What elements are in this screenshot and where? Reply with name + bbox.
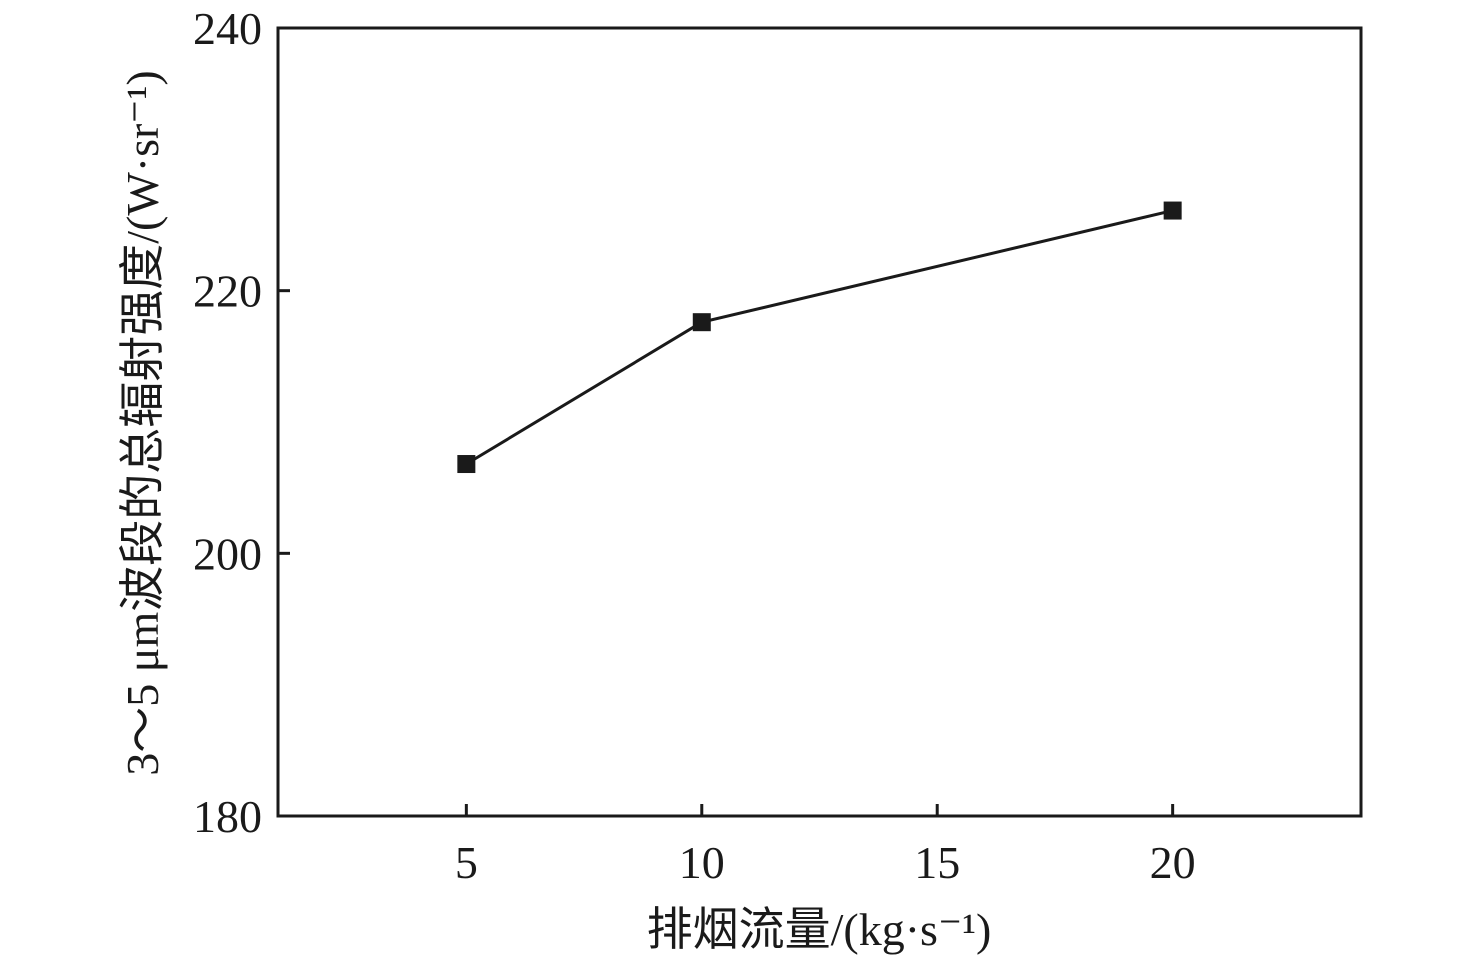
y-tick-label: 180 — [193, 791, 262, 842]
y-tick-label: 200 — [193, 528, 262, 579]
x-tick-label: 10 — [679, 837, 725, 888]
x-axis-label: 排烟流量/(kg·s⁻¹) — [647, 904, 992, 955]
data-point — [457, 455, 476, 474]
plot-frame — [276, 26, 1363, 818]
series-line — [465, 209, 1173, 466]
x-tick-label: 5 — [455, 837, 478, 888]
data-point — [692, 313, 711, 332]
x-tick-label: 20 — [1150, 837, 1196, 888]
data-point — [1163, 201, 1182, 220]
y-axis-label: 3～5 μm波段的总辐射强度/(W·sr⁻¹) — [117, 70, 168, 775]
y-axis: 180 200 220 240 — [193, 3, 290, 842]
x-tick-label: 15 — [914, 837, 960, 888]
y-tick-label: 240 — [193, 3, 262, 54]
x-axis: 5 10 15 20 — [455, 804, 1196, 888]
series — [457, 201, 1182, 474]
y-tick-label: 220 — [193, 266, 262, 317]
